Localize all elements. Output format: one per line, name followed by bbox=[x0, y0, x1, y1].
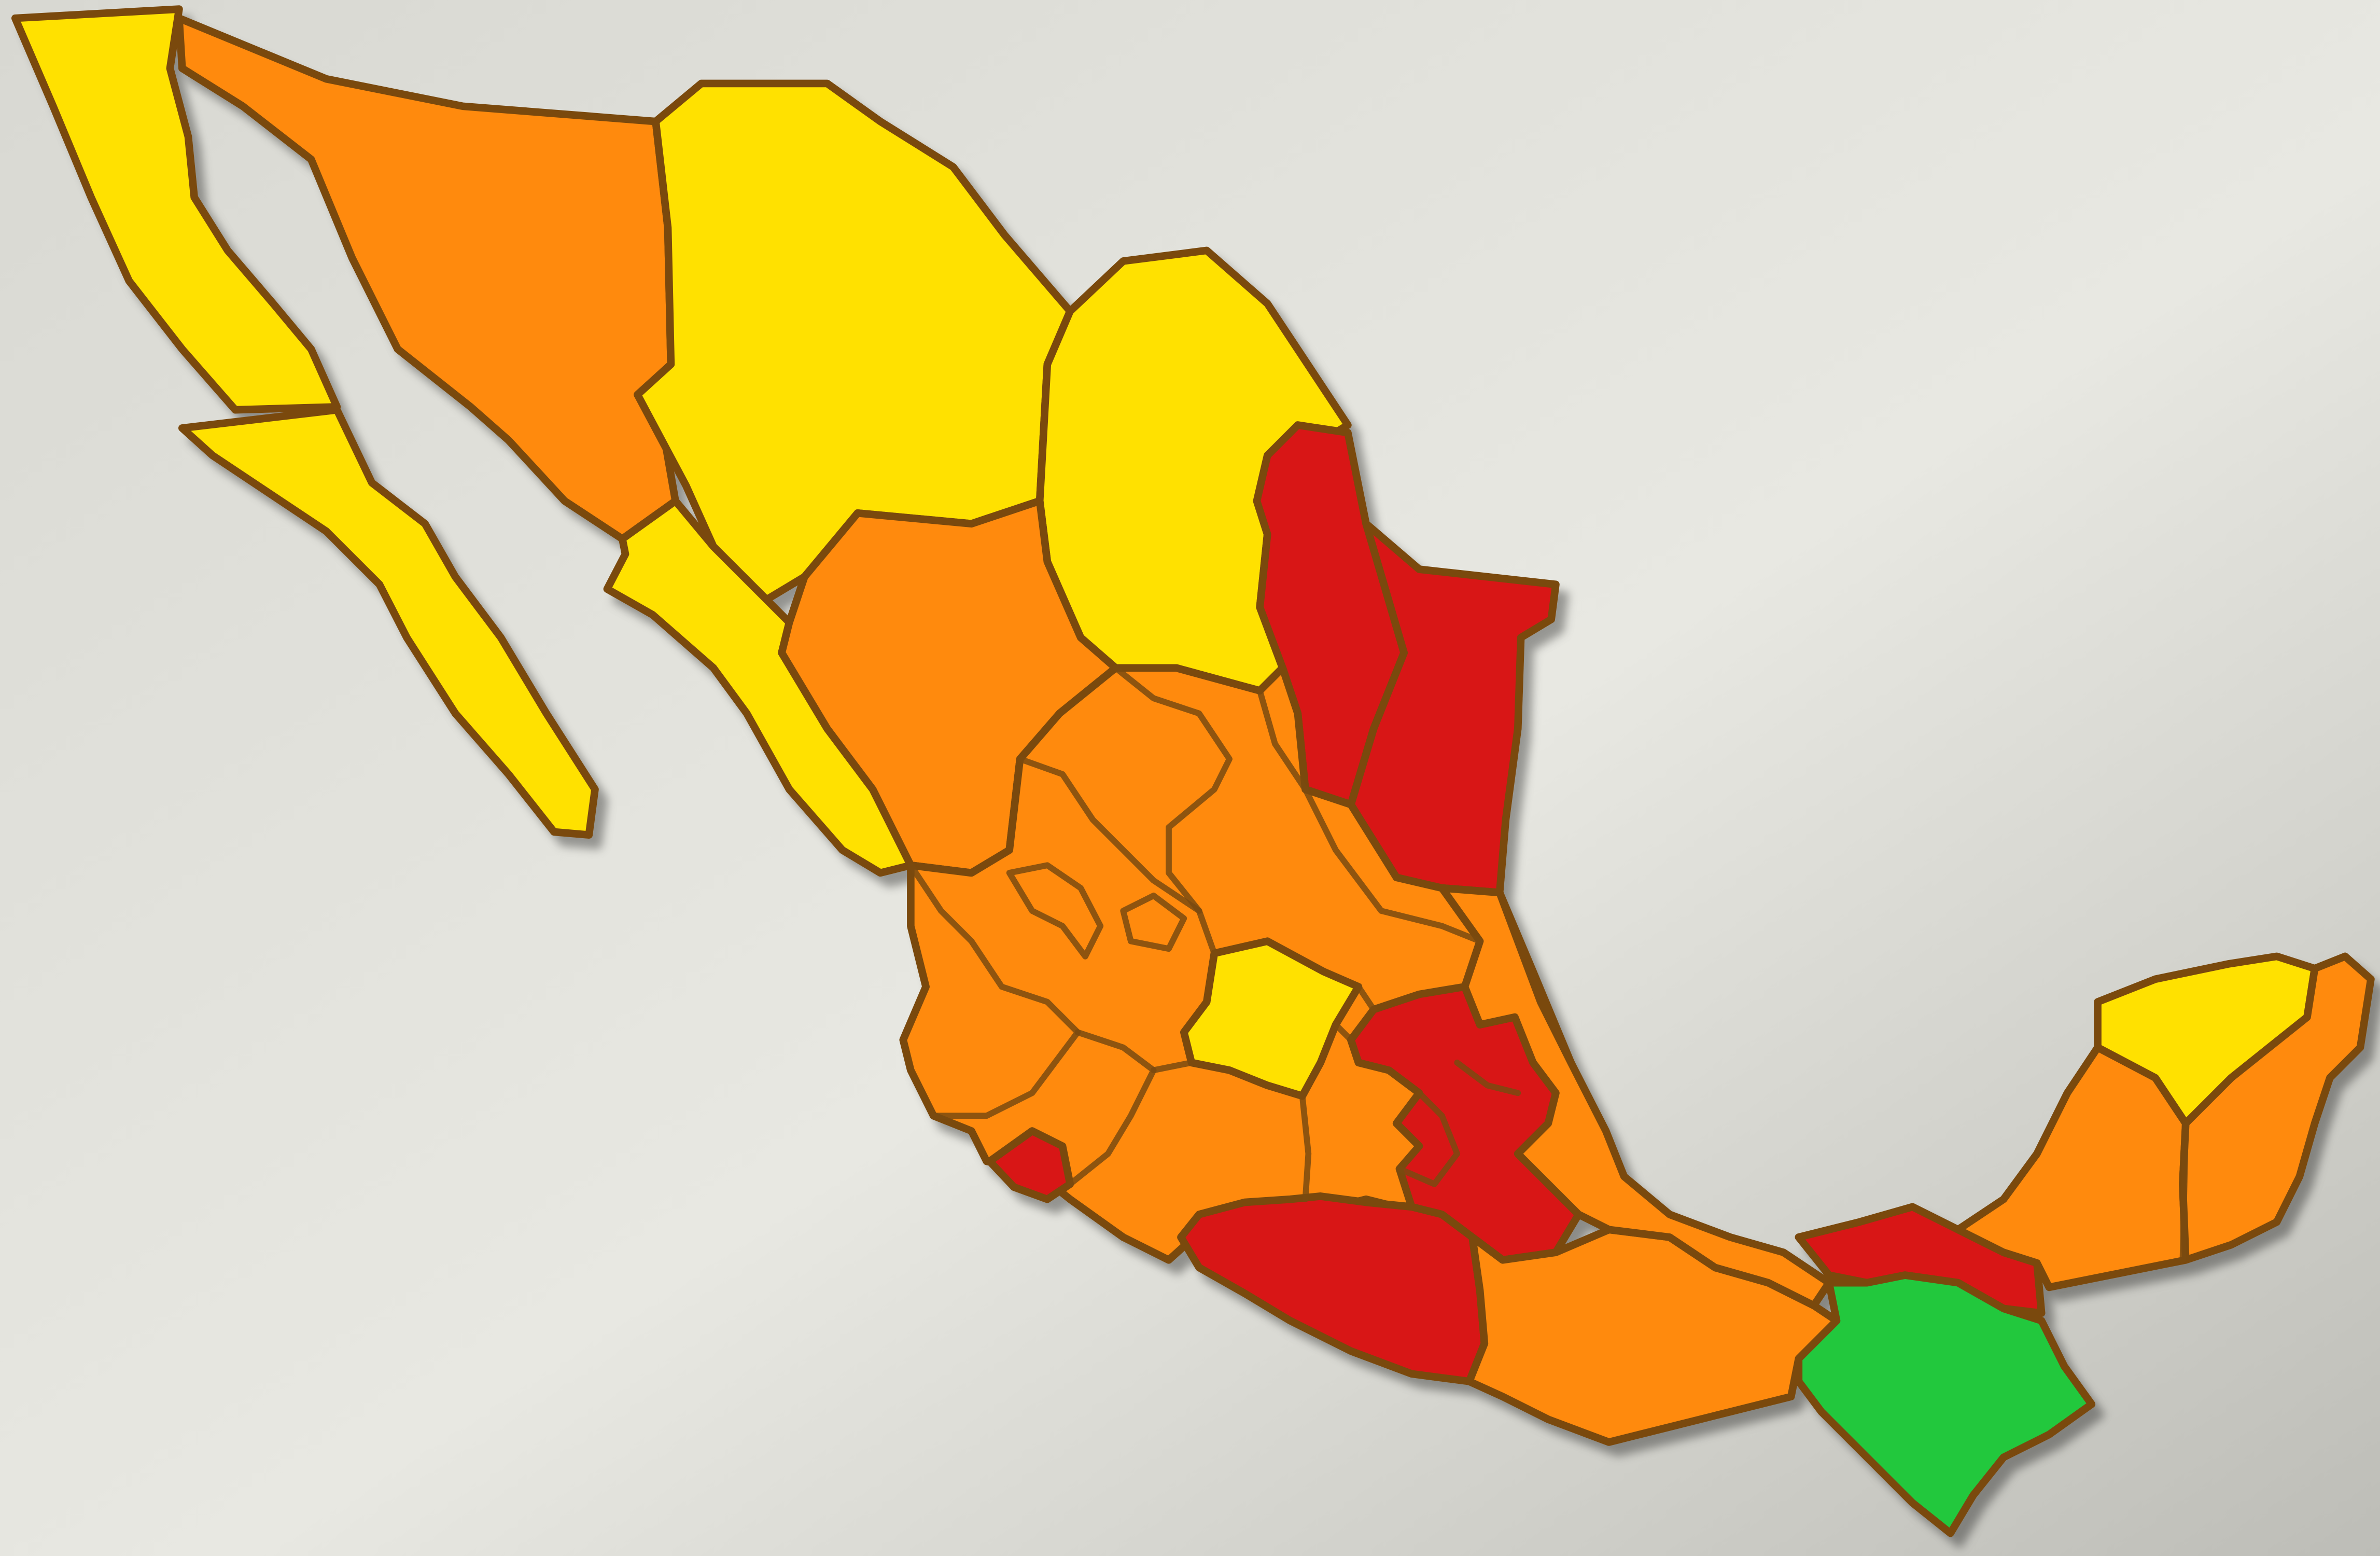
region-quintana-roo[interactable] bbox=[2179, 952, 2375, 1264]
region-baja-california-sur[interactable] bbox=[178, 406, 599, 839]
states-group bbox=[11, 5, 2375, 1537]
region-tamaulipas[interactable] bbox=[1347, 520, 1560, 897]
inner-borders bbox=[907, 664, 2189, 1263]
region-chiapas[interactable] bbox=[1795, 1271, 2096, 1537]
region-sinaloa[interactable] bbox=[603, 497, 915, 877]
region-veracruz[interactable] bbox=[1438, 884, 1833, 1310]
region-baja-california[interactable] bbox=[11, 5, 341, 414]
